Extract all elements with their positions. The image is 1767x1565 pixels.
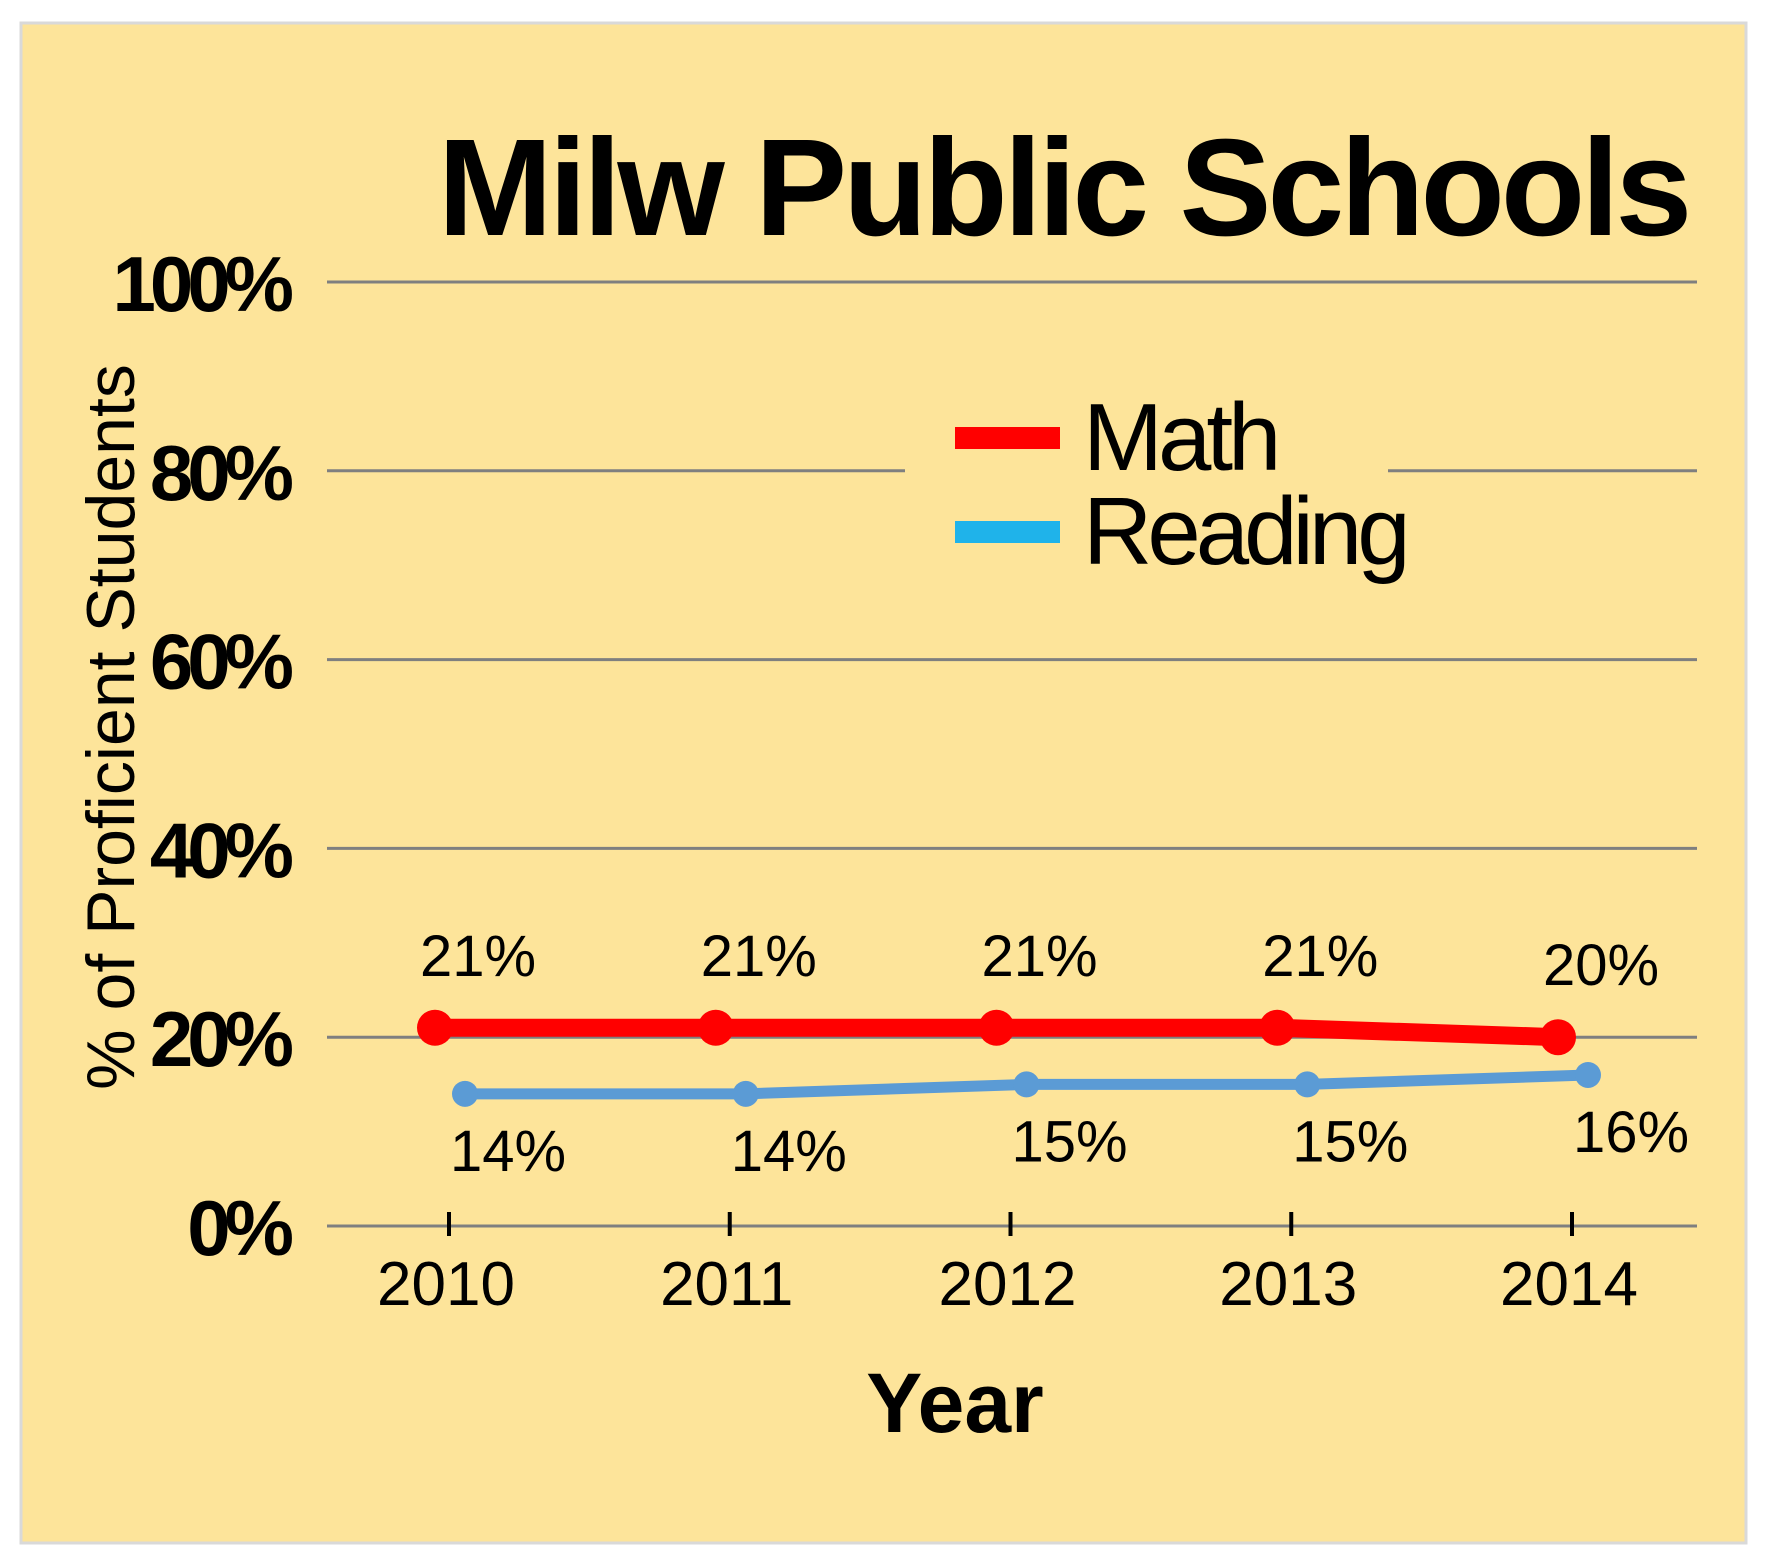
legend-label: Reading: [1083, 478, 1406, 585]
y-tick-label: 0%: [187, 1184, 292, 1272]
legend-item-math: Math: [955, 384, 1281, 491]
x-axis-ticks: 2010 2011 2012 2013 2014: [377, 1212, 1638, 1319]
data-point: [452, 1080, 478, 1107]
data-point: [1294, 1071, 1321, 1098]
legend-box: [905, 385, 1388, 595]
data-label: 21%: [1262, 924, 1378, 989]
data-label: 21%: [701, 924, 817, 989]
legend-label: Math: [1083, 384, 1276, 491]
x-tick-label: 2010: [377, 1250, 515, 1319]
data-point: [1575, 1061, 1601, 1088]
y-tick-label: 60%: [150, 618, 293, 706]
data-label: 21%: [420, 924, 536, 989]
data-point: [978, 1009, 1015, 1046]
chart-title: Milw Public Schools: [438, 111, 1689, 265]
x-tick-label: 2012: [939, 1250, 1077, 1319]
data-label: 14%: [731, 1119, 847, 1184]
x-tick-label: 2014: [1500, 1250, 1638, 1319]
series-math: 21% 21% 21% 21% 20%: [417, 924, 1659, 1056]
legend-item-reading: Reading: [955, 478, 1411, 585]
data-point: [1540, 1019, 1576, 1056]
data-point: [732, 1080, 759, 1107]
data-point: [697, 1009, 734, 1046]
y-tick-label: 20%: [150, 995, 293, 1083]
x-tick-label: 2013: [1219, 1250, 1357, 1319]
y-tick-label: 40%: [150, 806, 293, 894]
data-point: [1259, 1009, 1296, 1046]
data-label: 20%: [1543, 933, 1659, 998]
data-label: 16%: [1573, 1100, 1689, 1165]
y-axis-ticks: 0% 20% 40% 60% 80% 100%: [113, 240, 299, 1272]
data-label: 15%: [1292, 1109, 1408, 1174]
x-axis-label: Year: [866, 1356, 1044, 1450]
x-tick-label: 2011: [660, 1250, 793, 1319]
y-tick-label: 100%: [113, 240, 293, 328]
y-axis-label: % of Proficient Students: [73, 364, 149, 1090]
chart-background: [19, 21, 1748, 1545]
data-label: 21%: [981, 924, 1097, 989]
series-reading: 14% 14% 15% 15% 16%: [450, 1061, 1689, 1184]
data-point: [417, 1009, 453, 1046]
y-tick-label: 80%: [150, 429, 293, 517]
data-label: 15%: [1011, 1109, 1127, 1174]
data-point: [1013, 1071, 1040, 1098]
series: 21% 21% 21% 21% 20% 14% 14% 15% 15% 16%: [417, 924, 1689, 1184]
data-label: 14%: [450, 1119, 566, 1184]
